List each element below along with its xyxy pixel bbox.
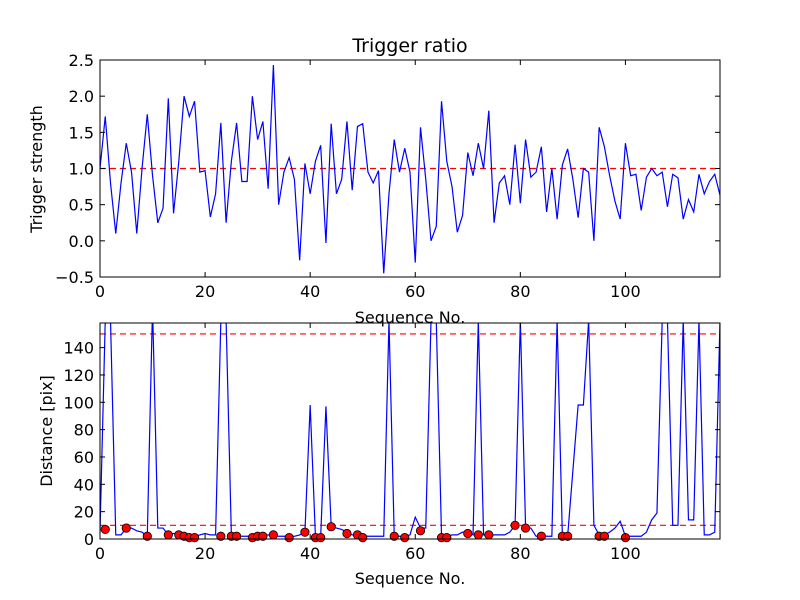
data-point-marker: [216, 531, 226, 541]
bottom-y-axis-label: Distance [pix]: [37, 375, 56, 487]
y-tick-label: −0.5: [55, 268, 94, 287]
data-point-marker: [442, 533, 452, 543]
y-tick-label: 0.0: [69, 232, 94, 251]
x-tick-label: 40: [300, 282, 320, 301]
y-tick-label: 80: [74, 421, 94, 440]
x-tick-label: 100: [610, 544, 641, 563]
y-tick-label: 120: [63, 366, 94, 385]
x-tick-label: 20: [195, 544, 215, 563]
data-point-marker: [258, 531, 268, 541]
data-point-marker: [326, 522, 336, 532]
data-point-marker: [342, 528, 352, 539]
data-point-marker: [563, 531, 573, 541]
top-chart-title: Trigger ratio: [351, 35, 467, 57]
data-point-marker: [100, 524, 110, 535]
y-tick-label: 1.0: [69, 160, 94, 179]
bottom-plot-frame: [99, 322, 721, 540]
x-tick-label: 60: [405, 282, 425, 301]
y-tick-label: 2.0: [69, 87, 94, 106]
data-point-marker: [463, 528, 473, 539]
x-tick-label: 40: [300, 544, 320, 563]
data-point-marker: [510, 520, 520, 530]
data-point-marker: [232, 531, 242, 541]
data-point-marker: [163, 530, 173, 540]
data-point-marker: [268, 530, 278, 540]
x-tick-label: 0: [95, 544, 105, 563]
data-series-line: [100, 65, 720, 274]
data-point-marker: [121, 523, 131, 533]
y-tick-label: 0.5: [69, 196, 94, 215]
data-point-marker: [316, 533, 326, 543]
x-tick-label: 100: [610, 282, 641, 301]
x-tick-label: 60: [405, 544, 425, 563]
y-tick-label: 2.5: [69, 51, 94, 70]
data-point-marker: [358, 533, 368, 543]
x-tick-label: 20: [195, 282, 215, 301]
top-y-axis-label: Trigger strength: [27, 105, 46, 234]
data-point-marker: [520, 523, 531, 533]
data-point-marker: [389, 531, 399, 541]
data-point-marker: [400, 533, 410, 543]
y-tick-label: 60: [74, 448, 94, 467]
y-tick-label: 0: [84, 530, 94, 549]
x-tick-label: 80: [510, 544, 530, 563]
data-point-marker: [189, 533, 200, 543]
data-point-marker: [599, 531, 610, 541]
data-point-marker: [284, 533, 294, 543]
bottom-x-axis-label: Sequence No.: [355, 569, 466, 588]
y-tick-label: 40: [74, 475, 94, 494]
x-tick-label: 80: [510, 282, 530, 301]
data-point-marker: [300, 527, 310, 537]
y-tick-label: 140: [63, 339, 94, 358]
y-tick-label: 1.5: [69, 123, 94, 142]
data-point-marker: [415, 526, 426, 536]
top-x-axis-label: Sequence No.: [355, 308, 466, 327]
trigger-ratio-axes: Trigger ratio 0 20 40 60 80 100 −0.5 0.0 0.5 1.0…: [27, 35, 721, 327]
data-point-marker: [142, 531, 152, 541]
data-point-marker: [473, 530, 483, 540]
data-point-marker: [484, 530, 494, 540]
y-tick-label: 100: [63, 393, 94, 412]
distance-axes: 0 20 40 60 80 100 0 20 40 60 80 100 120 140 Sequence…: [37, 322, 721, 588]
y-tick-label: 20: [74, 503, 94, 522]
x-tick-label: 0: [95, 282, 105, 301]
data-series-line: [100, 323, 720, 538]
data-point-marker: [536, 531, 546, 541]
